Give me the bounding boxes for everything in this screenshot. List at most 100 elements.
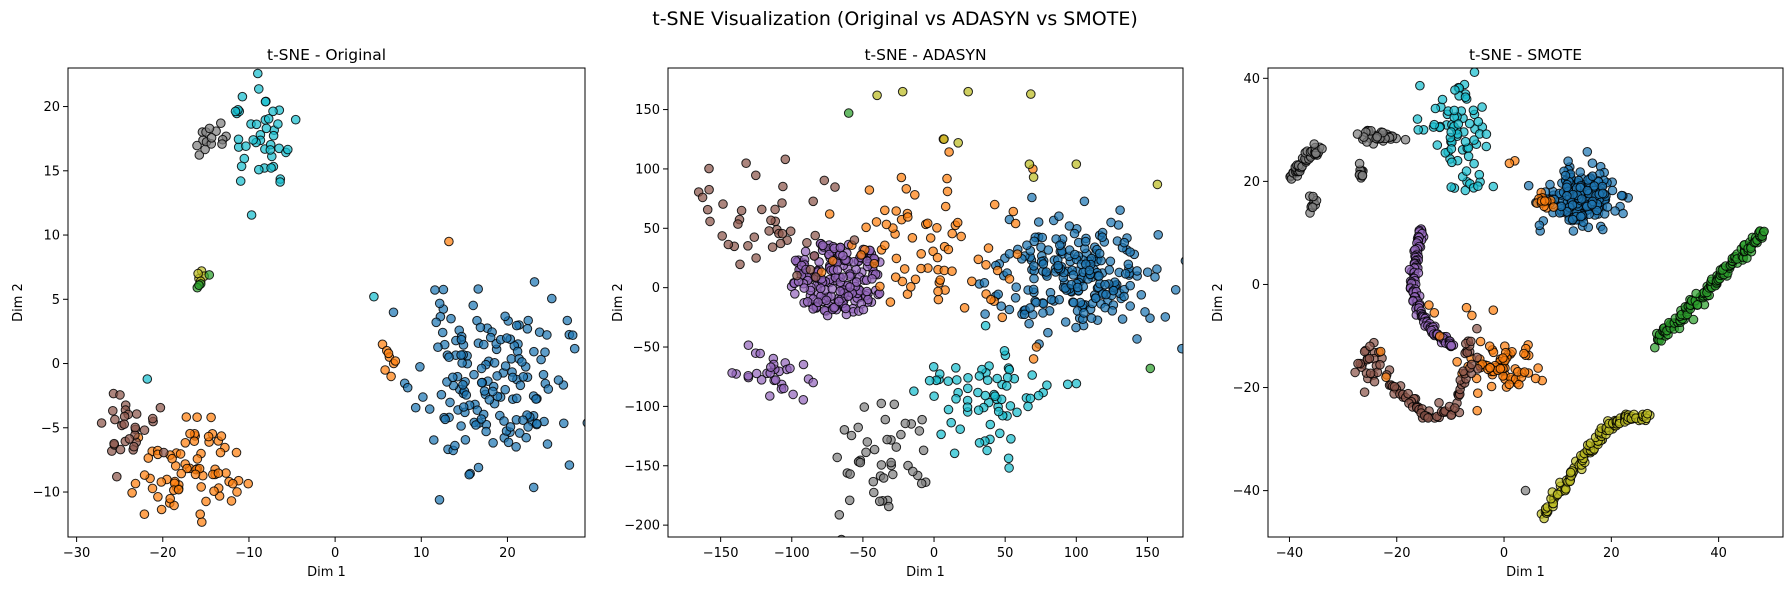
scatter-point xyxy=(697,192,708,203)
scatter-point xyxy=(1642,408,1653,419)
scatter-point xyxy=(1474,169,1485,180)
scatter-point xyxy=(751,170,761,181)
scatter-point xyxy=(813,297,823,308)
scatter-point xyxy=(1545,179,1555,190)
scatter-point xyxy=(1177,343,1183,354)
scatter-point xyxy=(868,476,879,487)
scatter-point xyxy=(1069,228,1080,239)
scatter-point xyxy=(1123,259,1134,270)
scatter-point xyxy=(248,135,258,145)
scatter-point xyxy=(983,243,994,253)
scatter-point xyxy=(1022,240,1032,250)
scatter-point xyxy=(841,303,851,314)
scatter-point xyxy=(553,375,564,385)
scatter-point xyxy=(843,291,854,302)
scatter-point xyxy=(153,492,163,502)
x-tick-label: 0 xyxy=(1500,546,1508,561)
panel-title: t-SNE - Original xyxy=(267,46,386,64)
scatter-points xyxy=(1285,68,1769,524)
scatter-point xyxy=(562,315,573,326)
y-tick-label: 0 xyxy=(1252,278,1260,293)
scatter-point xyxy=(1106,217,1116,228)
scatter-point xyxy=(849,235,860,245)
scatter-point xyxy=(1473,181,1483,191)
scatter-point xyxy=(502,333,512,343)
scatter-point xyxy=(963,86,974,97)
scatter-point xyxy=(756,375,767,385)
scatter-point xyxy=(855,457,866,468)
scatter-point xyxy=(1001,381,1012,391)
scatter-point xyxy=(1432,140,1443,150)
scatter-point xyxy=(232,487,242,497)
scatter-point xyxy=(956,231,967,242)
scatter-point xyxy=(802,238,812,248)
x-axis-label: Dim 1 xyxy=(1506,565,1545,580)
scatter-point xyxy=(213,468,224,479)
scatter-point xyxy=(832,452,843,463)
scatter-point xyxy=(1429,119,1440,130)
scatter-point xyxy=(1153,230,1163,240)
scatter-point xyxy=(437,327,448,338)
scatter-point xyxy=(433,342,443,353)
scatter-point xyxy=(231,447,242,458)
scatter-point xyxy=(390,356,401,366)
scatter-point xyxy=(507,372,518,383)
scatter-point xyxy=(1119,291,1129,302)
scatter-point xyxy=(1062,379,1073,390)
scatter-point xyxy=(1117,314,1128,324)
scatter-point xyxy=(1375,360,1385,370)
scatter-point xyxy=(514,428,525,438)
scatter-point xyxy=(226,496,237,506)
scatter-point xyxy=(940,201,951,212)
scatter-point xyxy=(1012,407,1022,418)
scatter-point xyxy=(511,442,521,452)
scatter-point xyxy=(1005,401,1016,411)
scatter-point xyxy=(1381,372,1391,383)
scatter-point xyxy=(702,204,713,215)
scatter-point xyxy=(800,246,811,257)
scatter-point xyxy=(1027,192,1037,203)
y-tick-label: 150 xyxy=(635,103,660,118)
scatter-point xyxy=(1423,413,1433,423)
scatter-point xyxy=(824,209,835,219)
scatter-point xyxy=(1576,211,1586,222)
scatter-point xyxy=(1125,280,1135,291)
scatter-point xyxy=(1086,313,1097,324)
scatter-point xyxy=(751,253,761,263)
scatter-point xyxy=(192,454,203,464)
scatter-point xyxy=(947,266,957,277)
axes-frame xyxy=(667,67,1184,538)
scatter-point xyxy=(181,412,192,422)
scatter-point xyxy=(799,283,810,293)
scatter-point xyxy=(143,453,154,463)
panel-adasyn: t-SNE - ADASYN −150 −100 −50 0 50 100 150 −200 −1… xyxy=(611,46,1184,580)
scatter-point xyxy=(1446,182,1456,192)
scatter-point xyxy=(469,369,479,380)
scatter-point xyxy=(410,402,421,413)
scatter-point xyxy=(932,252,943,263)
scatter-point xyxy=(982,375,993,386)
scatter-point xyxy=(434,495,445,505)
scatter-point xyxy=(567,330,578,341)
scatter-point xyxy=(1759,226,1769,237)
scatter-point xyxy=(253,84,264,94)
scatter-point xyxy=(127,488,137,498)
scatter-point xyxy=(1029,273,1039,284)
scatter-point xyxy=(1142,267,1153,278)
scatter-point xyxy=(1498,353,1508,363)
scatter-point xyxy=(1100,279,1110,290)
scatter-point xyxy=(939,134,949,144)
scatter-point xyxy=(943,404,954,415)
scatter-point xyxy=(1031,342,1042,352)
scatter-point xyxy=(985,419,996,430)
y-tick-label: −20 xyxy=(1233,381,1260,396)
scatter-point xyxy=(139,470,150,480)
scatter-point xyxy=(886,457,896,468)
scatter-point xyxy=(167,453,177,464)
scatter-point xyxy=(1108,285,1119,296)
panel-title: t-SNE - ADASYN xyxy=(864,46,986,64)
scatter-point xyxy=(1461,302,1472,313)
scatter-point xyxy=(1563,156,1573,166)
scatter-point xyxy=(500,311,510,322)
scatter-point xyxy=(1519,348,1529,359)
